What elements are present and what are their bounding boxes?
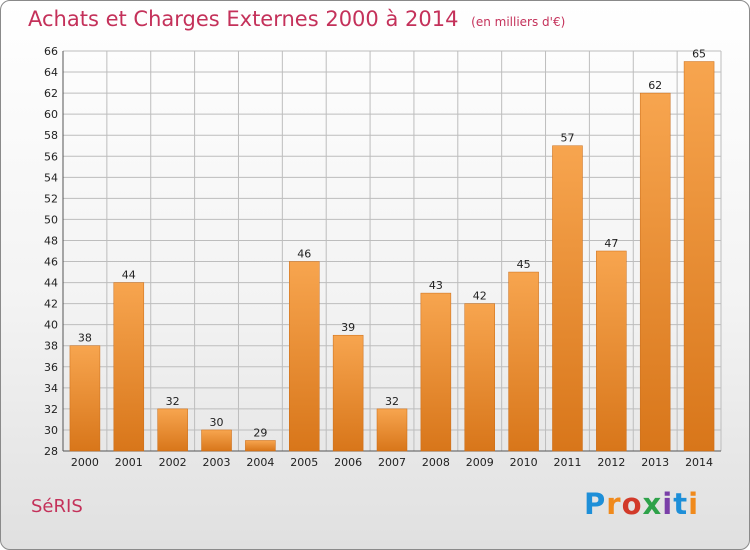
bar [464,303,495,452]
data-label: 47 [604,237,618,250]
y-tick-label: 64 [44,66,58,79]
bar [508,271,539,452]
data-label: 39 [341,321,355,334]
x-tick-label: 2014 [685,456,713,469]
x-tick-label: 2003 [203,456,231,469]
bar [289,261,320,452]
bar [332,334,364,452]
y-tick-label: 44 [44,277,58,290]
y-tick-label: 42 [44,298,58,311]
y-tick-label: 34 [44,382,58,395]
data-label: 46 [297,248,311,261]
x-tick-label: 2012 [597,456,625,469]
y-tick-label: 66 [44,45,58,58]
x-tick-label: 2009 [466,456,494,469]
y-tick-label: 56 [44,150,58,163]
y-tick-label: 40 [44,319,58,332]
data-label: 65 [692,48,706,61]
data-label: 29 [253,426,267,439]
location-name: SéRIS [31,496,83,517]
bar [69,345,101,452]
bar [639,92,671,452]
x-tick-label: 2008 [422,456,450,469]
data-label: 32 [166,395,180,408]
x-tick-label: 2013 [641,456,669,469]
y-tick-label: 48 [44,234,58,247]
data-label: 44 [122,269,136,282]
x-tick-label: 2002 [159,456,187,469]
y-tick-label: 50 [44,213,58,226]
bar [245,440,276,452]
y-tick-label: 36 [44,361,58,374]
y-tick-label: 62 [44,87,58,100]
chart-title-text: Achats et Charges Externes 2000 à 2014 [28,7,459,31]
x-tick-label: 2006 [334,456,362,469]
data-label: 42 [473,290,487,303]
data-label: 43 [429,279,443,292]
x-tick-label: 2001 [115,456,143,469]
y-tick-label: 38 [44,340,58,353]
data-label: 38 [78,332,92,345]
bar [683,61,715,452]
y-tick-label: 28 [44,445,58,458]
chart-title: Achats et Charges Externes 2000 à 2014 (… [28,7,565,31]
bar [157,408,188,452]
proxiti-logo: Proxiti [584,487,700,521]
y-tick-label: 46 [44,256,58,269]
data-label: 32 [385,395,399,408]
x-tick-label: 2004 [246,456,274,469]
chart-subtitle: (en milliers d'€) [471,15,566,29]
bar [420,292,452,452]
x-tick-label: 2010 [510,456,538,469]
data-label: 45 [517,258,531,271]
bar [113,282,145,452]
x-tick-label: 2005 [290,456,318,469]
y-tick-label: 32 [44,403,58,416]
x-tick-label: 2000 [71,456,99,469]
y-tick-label: 60 [44,108,58,121]
x-tick-label: 2011 [553,456,581,469]
bar [376,408,408,452]
y-tick-label: 52 [44,192,58,205]
y-tick-label: 54 [44,171,58,184]
data-label: 57 [560,132,574,145]
x-tick-label: 2007 [378,456,406,469]
data-label: 30 [210,416,224,429]
data-label: 62 [648,79,662,92]
bar [552,145,583,452]
y-tick-label: 58 [44,129,58,142]
y-tick-label: 30 [44,424,58,437]
bar [596,250,627,452]
bar [201,429,232,452]
